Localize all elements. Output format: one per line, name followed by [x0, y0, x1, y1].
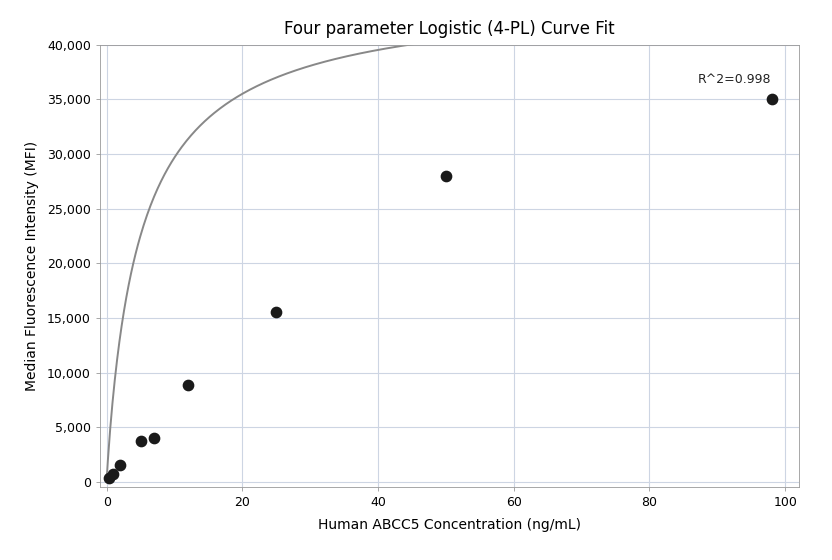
Point [765, 95, 778, 104]
Point [270, 308, 283, 317]
Point [439, 171, 453, 180]
Point [134, 437, 147, 446]
Point [102, 474, 116, 483]
X-axis label: Human ABCC5 Concentration (ng/mL): Human ABCC5 Concentration (ng/mL) [318, 517, 581, 531]
Point [147, 433, 161, 442]
Point [106, 470, 120, 479]
Title: Four parameter Logistic (4-PL) Curve Fit: Four parameter Logistic (4-PL) Curve Fit [284, 20, 615, 38]
Text: R^2=0.998: R^2=0.998 [698, 73, 771, 86]
Point [113, 461, 126, 470]
Point [181, 380, 195, 389]
Y-axis label: Median Fluorescence Intensity (MFI): Median Fluorescence Intensity (MFI) [25, 141, 38, 391]
